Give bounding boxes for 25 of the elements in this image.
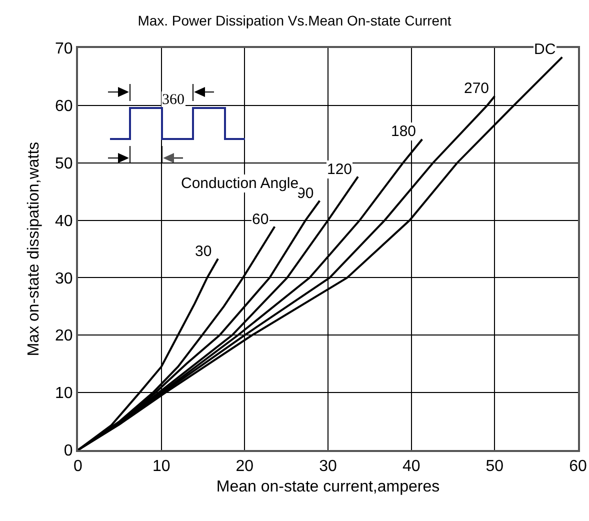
y-tick-label: 10 <box>55 385 73 402</box>
chart-title: Max. Power Dissipation Vs.Mean On-state Current <box>138 12 452 28</box>
series-label: 120 <box>327 161 352 178</box>
x-tick-label: 40 <box>402 458 420 476</box>
x-tick-label: 60 <box>569 458 587 476</box>
x-tick-label: 20 <box>236 458 254 476</box>
y-tick-label: 70 <box>55 40 73 58</box>
y-tick-label: 60 <box>55 98 73 116</box>
y-tick-label: 50 <box>55 155 73 172</box>
x-tick-label: 30 <box>319 458 337 476</box>
y-axis-title: Max on-state dissipation,watts <box>25 142 42 356</box>
y-tick-label: 0 <box>64 442 73 460</box>
annotation: 360 <box>162 92 184 108</box>
y-tick-label: 40 <box>55 212 73 230</box>
y-tick-label: 30 <box>55 270 73 288</box>
y-tick-label: 20 <box>55 328 73 345</box>
x-tick-label: 10 <box>152 458 170 476</box>
series-label: DC <box>534 41 556 58</box>
x-axis-title: Mean on-state current,amperes <box>216 478 440 496</box>
series-label: 30 <box>195 243 212 260</box>
x-tick-label: 50 <box>486 458 504 476</box>
series-label: 60 <box>252 211 269 228</box>
series-label: 180 <box>391 123 416 140</box>
series-label: 270 <box>464 80 490 97</box>
annotation: Conduction Angle <box>181 175 299 192</box>
